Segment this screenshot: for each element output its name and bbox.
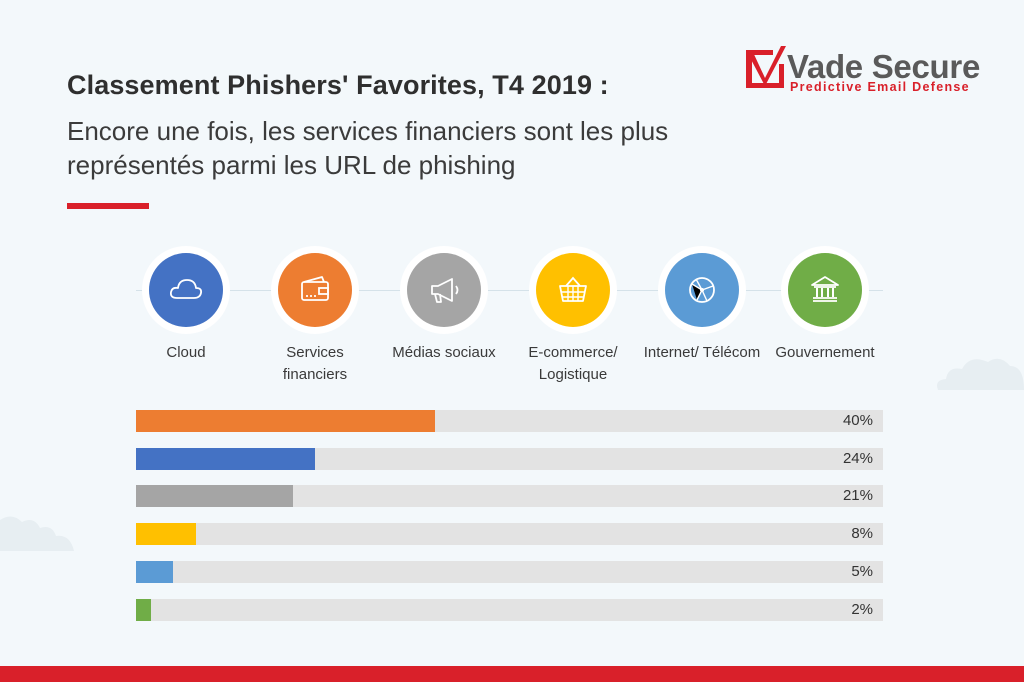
category-icon-circle <box>788 253 862 327</box>
bar-track: 40% <box>136 410 883 432</box>
megaphone-icon <box>431 278 459 303</box>
bar <box>136 561 174 583</box>
bar <box>136 448 316 470</box>
brand-name: Vade Secure <box>787 48 980 85</box>
chart-subtitle: Encore une fois, les services financiers… <box>67 116 669 180</box>
category-label: E-commerce/ Logistique <box>528 344 618 383</box>
bar-track: 2% <box>136 599 883 621</box>
category-label: Gouvernement <box>775 344 875 361</box>
chart-title: Classement Phishers' Favorites, T4 2019 … <box>67 70 609 100</box>
bar-track: 5% <box>136 561 883 583</box>
decorative-cloud-icon <box>0 516 74 551</box>
bar-value-label: 8% <box>851 525 873 542</box>
category-label: Services financiers <box>282 344 348 383</box>
bar-value-label: 2% <box>851 601 873 618</box>
category-connector-line <box>136 290 883 291</box>
category-icon-circle <box>278 253 352 327</box>
decorative-cloud-icon <box>937 358 1024 390</box>
category-e-commerce: E-commerce/ Logistique <box>513 246 633 386</box>
category-gouvernement: Gouvernement <box>765 246 885 364</box>
category-icon-circle <box>407 253 481 327</box>
bar-value-label: 5% <box>851 563 873 580</box>
category-services-financiers: Services financiers <box>255 246 375 386</box>
vade-logo-mark-icon <box>746 46 786 88</box>
category-medias-sociaux: Médias sociaux <box>384 246 504 364</box>
bar-value-label: 21% <box>842 487 873 504</box>
bar-value-label: 40% <box>842 412 873 429</box>
bar <box>136 599 151 621</box>
category-icon-circle <box>536 253 610 327</box>
brand-logo: Vade Secure Predictive Email Defense <box>743 46 983 98</box>
government-building-icon <box>811 276 839 302</box>
category-label: Cloud <box>166 344 206 361</box>
category-cloud: Cloud <box>126 246 246 364</box>
title-accent-divider <box>67 203 149 209</box>
bar-track: 8% <box>136 523 883 545</box>
category-label: Médias sociaux <box>392 344 496 361</box>
globe-icon <box>689 277 715 303</box>
bar <box>136 485 293 507</box>
bottom-accent-band <box>0 666 1024 682</box>
category-label: Internet/ Télécom <box>643 344 761 361</box>
bar <box>136 523 196 545</box>
basket-icon <box>559 276 587 302</box>
bar-track: 21% <box>136 485 883 507</box>
bar-value-label: 24% <box>842 450 873 467</box>
wallet-icon <box>301 276 329 301</box>
brand-tagline: Predictive Email Defense <box>790 80 970 94</box>
cloud-icon <box>169 279 203 299</box>
category-icon-circle <box>149 253 223 327</box>
category-internet-telecom: Internet/ Télécom <box>642 246 762 364</box>
category-icon-circle <box>665 253 739 327</box>
bar-track: 24% <box>136 448 883 470</box>
bar <box>136 410 435 432</box>
